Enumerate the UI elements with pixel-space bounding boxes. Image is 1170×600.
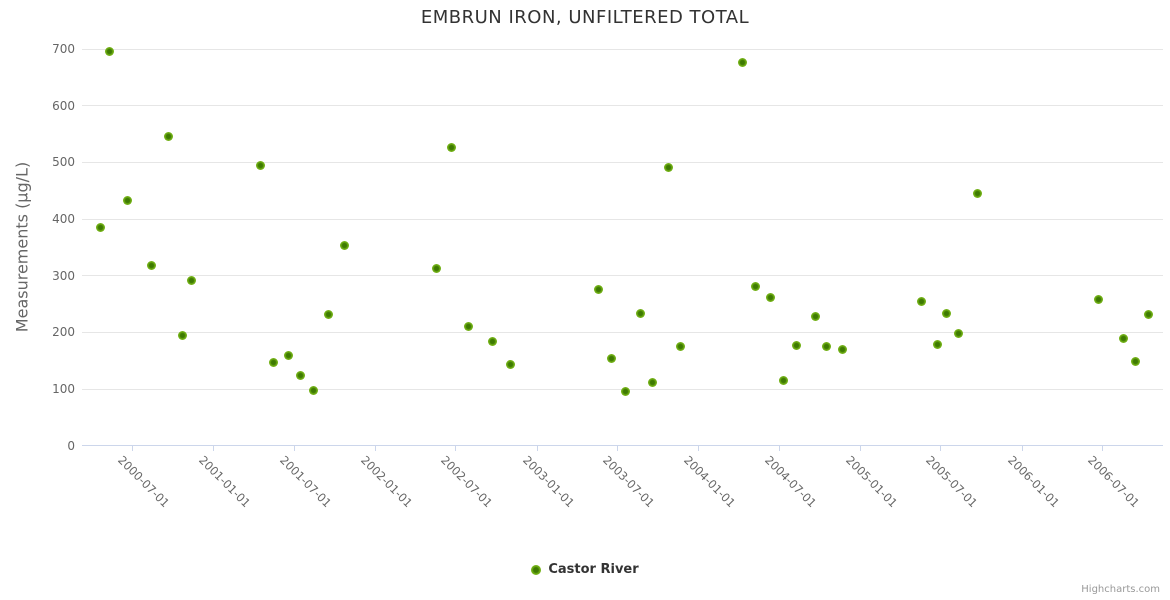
data-point[interactable] — [432, 264, 442, 274]
data-point[interactable] — [621, 387, 631, 397]
data-point[interactable] — [447, 142, 457, 152]
y-gridline — [82, 105, 1163, 107]
data-point[interactable] — [635, 309, 645, 319]
data-point[interactable] — [810, 311, 820, 321]
data-point[interactable] — [1143, 309, 1153, 319]
y-gridline — [82, 48, 1163, 50]
y-axis-label: 600 — [52, 98, 75, 113]
data-point[interactable] — [778, 376, 788, 386]
data-point[interactable] — [256, 161, 266, 171]
x-axis-label: 2005-07-01 — [923, 453, 981, 511]
data-point[interactable] — [594, 285, 604, 295]
legend-item-castor-river[interactable]: Castor River — [0, 562, 1170, 577]
y-axis-label: 100 — [52, 382, 75, 397]
data-point[interactable] — [122, 196, 132, 206]
data-point[interactable] — [95, 223, 105, 232]
x-tick — [616, 446, 618, 451]
x-axis-label: 2004-01-01 — [681, 453, 739, 511]
legend-label: Castor River — [548, 562, 639, 577]
x-axis-label: 2006-01-01 — [1004, 453, 1063, 511]
data-point[interactable] — [296, 371, 306, 381]
x-axis-label: 2002-07-01 — [438, 453, 496, 511]
data-point[interactable] — [917, 296, 927, 306]
x-axis-label: 2003-07-01 — [599, 453, 658, 511]
chart-title: EMBRUN IRON, UNFILTERED TOTAL — [420, 7, 750, 28]
x-axis-label: 2003-01-01 — [519, 453, 577, 511]
y-axis-title: Measurements (µg/L) — [12, 161, 32, 333]
data-point[interactable] — [973, 189, 983, 198]
data-point[interactable] — [463, 321, 473, 331]
y-gridline — [82, 161, 1163, 163]
x-tick — [698, 446, 700, 451]
data-point[interactable] — [791, 340, 801, 350]
data-point[interactable] — [738, 58, 748, 68]
data-point[interactable] — [1093, 294, 1103, 304]
data-point[interactable] — [147, 260, 157, 270]
data-point[interactable] — [164, 132, 174, 142]
data-point[interactable] — [750, 281, 760, 291]
x-axis-label: 2005-01-01 — [843, 453, 901, 511]
data-point[interactable] — [942, 309, 952, 319]
data-point[interactable] — [178, 331, 188, 341]
data-point[interactable] — [309, 385, 319, 395]
y-gridline — [82, 275, 1163, 277]
data-point[interactable] — [647, 378, 657, 388]
x-axis-label: 2001-07-01 — [276, 453, 334, 511]
data-point[interactable] — [1118, 333, 1128, 343]
data-point[interactable] — [269, 358, 279, 368]
credits-link[interactable]: Highcharts.com — [1081, 584, 1160, 595]
data-point[interactable] — [675, 342, 685, 352]
x-tick — [293, 446, 295, 451]
y-gridline — [82, 218, 1163, 220]
data-point[interactable] — [488, 336, 498, 346]
x-tick — [455, 446, 457, 451]
x-axis-label: 2004-07-01 — [761, 453, 820, 511]
x-tick — [375, 446, 377, 451]
data-point[interactable] — [954, 328, 964, 338]
x-axis-label: 2002-01-01 — [358, 453, 416, 511]
y-axis-label: 400 — [52, 212, 75, 226]
y-axis-label: 700 — [52, 42, 75, 56]
data-point[interactable] — [838, 345, 847, 355]
y-axis-label: 200 — [52, 325, 75, 340]
x-tick — [132, 446, 134, 451]
y-axis-label: 300 — [52, 268, 75, 283]
data-point[interactable] — [187, 275, 197, 285]
y-axis-label: 500 — [52, 155, 75, 170]
circle-marker-icon — [531, 564, 542, 575]
data-point[interactable] — [1131, 356, 1141, 366]
data-point[interactable] — [506, 359, 515, 369]
data-point[interactable] — [664, 162, 674, 172]
x-tick — [1101, 446, 1103, 451]
x-tick — [536, 446, 538, 451]
data-point[interactable] — [933, 340, 943, 350]
x-axis-label: 2001-01-01 — [196, 453, 254, 511]
data-point[interactable] — [105, 47, 115, 57]
data-point[interactable] — [324, 309, 334, 319]
x-tick — [213, 446, 215, 451]
x-tick — [1021, 446, 1023, 451]
x-tick — [778, 446, 780, 451]
data-point[interactable] — [284, 350, 294, 360]
data-point[interactable] — [607, 353, 617, 363]
data-point[interactable] — [340, 240, 349, 250]
data-point[interactable] — [765, 292, 775, 302]
y-axis-label: 0 — [67, 438, 75, 453]
x-axis-label: 2006-07-01 — [1085, 453, 1143, 511]
x-axis-line — [82, 445, 1163, 446]
y-gridline — [82, 331, 1163, 333]
x-tick — [860, 446, 862, 451]
data-point[interactable] — [821, 342, 831, 352]
x-tick — [940, 446, 942, 451]
x-axis-label: 2000-07-01 — [115, 453, 173, 511]
